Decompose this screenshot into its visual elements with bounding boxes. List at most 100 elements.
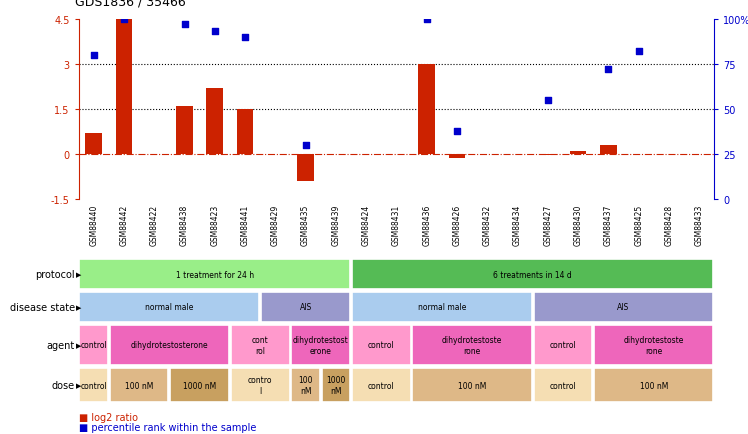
Text: GSM88427: GSM88427 xyxy=(543,204,552,246)
Text: GSM88431: GSM88431 xyxy=(392,204,401,246)
Bar xyxy=(322,368,350,402)
Text: GSM88436: GSM88436 xyxy=(422,204,431,246)
Text: disease state: disease state xyxy=(10,302,75,312)
Text: control: control xyxy=(550,341,577,349)
Text: ▶: ▶ xyxy=(76,272,82,277)
Bar xyxy=(85,134,102,155)
Point xyxy=(209,29,221,36)
Text: 6 treatments in 14 d: 6 treatments in 14 d xyxy=(494,270,572,279)
Bar xyxy=(594,368,714,402)
Text: GSM88422: GSM88422 xyxy=(150,204,159,245)
Text: dihydrotestost
erone: dihydrotestost erone xyxy=(293,335,349,355)
Text: normal male: normal male xyxy=(417,302,466,312)
Bar xyxy=(418,65,435,155)
Bar xyxy=(79,368,108,402)
Point xyxy=(633,49,645,56)
Text: control: control xyxy=(368,341,395,349)
Bar xyxy=(231,325,289,365)
Text: ▶: ▶ xyxy=(76,304,82,310)
Text: GSM88428: GSM88428 xyxy=(664,204,673,245)
Point xyxy=(239,34,251,41)
Text: GSM88423: GSM88423 xyxy=(210,204,219,246)
Text: GSM88433: GSM88433 xyxy=(695,204,704,246)
Point xyxy=(420,16,432,23)
Text: ■ log2 ratio: ■ log2 ratio xyxy=(79,412,138,421)
Text: dihydrotestoste
rone: dihydrotestoste rone xyxy=(624,335,684,355)
Text: 100 nM: 100 nM xyxy=(458,381,486,390)
Text: control: control xyxy=(368,381,395,390)
Text: ▶: ▶ xyxy=(76,382,82,388)
Bar xyxy=(171,368,229,402)
Text: ▶: ▶ xyxy=(76,342,82,348)
Bar xyxy=(533,292,714,322)
Text: GSM88425: GSM88425 xyxy=(634,204,643,246)
Text: dose: dose xyxy=(52,380,75,390)
Text: GSM88432: GSM88432 xyxy=(482,204,491,246)
Bar xyxy=(231,368,289,402)
Text: GSM88437: GSM88437 xyxy=(604,204,613,246)
Point xyxy=(602,66,614,73)
Bar xyxy=(600,145,616,155)
Text: control: control xyxy=(80,341,107,349)
Bar xyxy=(297,155,314,181)
Bar xyxy=(570,151,586,155)
Text: GDS1836 / 35466: GDS1836 / 35466 xyxy=(75,0,186,9)
Bar xyxy=(292,325,350,365)
Text: AIS: AIS xyxy=(299,302,312,312)
Bar xyxy=(110,325,229,365)
Text: GSM88430: GSM88430 xyxy=(574,204,583,246)
Text: agent: agent xyxy=(46,340,75,350)
Bar xyxy=(110,368,168,402)
Text: 1000
nM: 1000 nM xyxy=(326,375,346,395)
Text: GSM88435: GSM88435 xyxy=(301,204,310,246)
Point xyxy=(88,52,99,59)
Text: 1000 nM: 1000 nM xyxy=(183,381,216,390)
Point xyxy=(118,16,130,23)
Text: GSM88424: GSM88424 xyxy=(362,204,371,246)
Text: dihydrotestoste
rone: dihydrotestoste rone xyxy=(442,335,503,355)
Text: GSM88441: GSM88441 xyxy=(241,204,250,246)
Bar xyxy=(292,368,320,402)
Bar xyxy=(412,325,532,365)
Text: normal male: normal male xyxy=(145,302,194,312)
Text: contro
l: contro l xyxy=(248,375,272,395)
Text: control: control xyxy=(550,381,577,390)
Bar xyxy=(412,368,532,402)
Text: dihydrotestosterone: dihydrotestosterone xyxy=(131,341,208,349)
Bar xyxy=(261,292,350,322)
Point xyxy=(451,128,463,135)
Text: GSM88442: GSM88442 xyxy=(120,204,129,246)
Bar xyxy=(449,155,465,159)
Bar xyxy=(79,260,350,289)
Text: GSM88439: GSM88439 xyxy=(331,204,340,246)
Bar xyxy=(352,325,411,365)
Text: 100
nM: 100 nM xyxy=(298,375,313,395)
Bar xyxy=(539,155,557,156)
Text: AIS: AIS xyxy=(617,302,630,312)
Bar xyxy=(206,89,223,155)
Text: cont
rol: cont rol xyxy=(252,335,269,355)
Text: GSM88440: GSM88440 xyxy=(89,204,98,246)
Text: ■ percentile rank within the sample: ■ percentile rank within the sample xyxy=(79,423,256,432)
Bar xyxy=(79,292,260,322)
Point xyxy=(542,97,554,104)
Bar xyxy=(177,107,193,155)
Bar xyxy=(236,109,254,155)
Bar xyxy=(352,260,714,289)
Text: control: control xyxy=(80,381,107,390)
Text: 100 nM: 100 nM xyxy=(640,381,668,390)
Bar xyxy=(116,20,132,155)
Text: GSM88429: GSM88429 xyxy=(271,204,280,246)
Point xyxy=(300,142,312,149)
Bar xyxy=(352,368,411,402)
Bar xyxy=(533,368,592,402)
Bar xyxy=(533,325,592,365)
Bar xyxy=(594,325,714,365)
Text: GSM88434: GSM88434 xyxy=(513,204,522,246)
Text: 100 nM: 100 nM xyxy=(125,381,153,390)
Bar xyxy=(79,325,108,365)
Bar xyxy=(352,292,532,322)
Text: GSM88426: GSM88426 xyxy=(453,204,462,246)
Point xyxy=(179,21,191,28)
Text: 1 treatment for 24 h: 1 treatment for 24 h xyxy=(176,270,254,279)
